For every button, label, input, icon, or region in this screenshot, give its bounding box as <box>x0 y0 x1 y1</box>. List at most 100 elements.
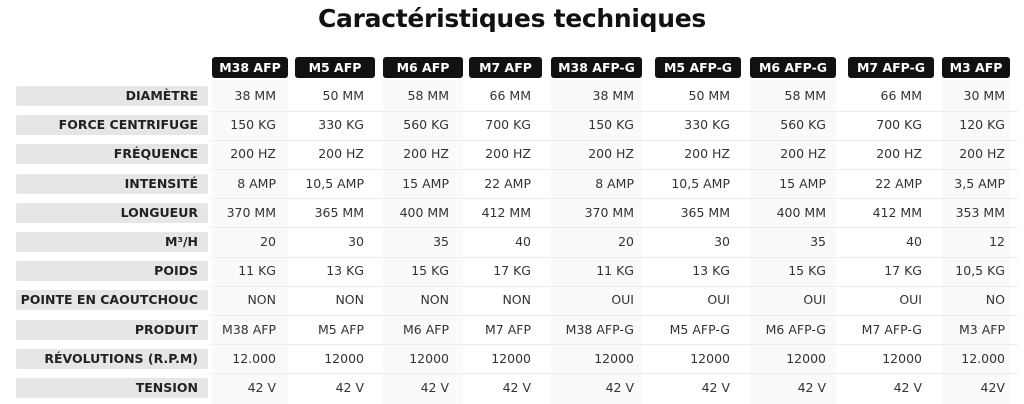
cell: 42 V <box>893 380 922 395</box>
cell: 700 KG <box>485 117 531 133</box>
cell: 30 MM <box>963 88 1005 103</box>
cell: 200 HZ <box>588 146 634 162</box>
column-header: M3 AFP <box>942 57 1010 78</box>
column-header: M7 AFP <box>469 57 542 78</box>
cell: 42 V <box>502 380 531 395</box>
column-header: M7 AFP-G <box>848 57 934 78</box>
row-label: POINTE EN CAOUTCHOUC <box>16 290 208 311</box>
cell: 50 MM <box>322 88 364 103</box>
cell: 40 <box>906 234 922 249</box>
cell: 50 MM <box>688 88 730 103</box>
cell: 42 V <box>701 380 730 395</box>
cell: 330 KG <box>684 117 730 133</box>
row-separator <box>210 285 1018 287</box>
cell: M7 AFP-G <box>861 321 922 337</box>
column-header: M38 AFP-G <box>551 57 642 78</box>
row-label: RÉVOLUTIONS (R.P.M) <box>16 348 208 369</box>
row-label: TENSION <box>16 378 208 398</box>
cell: 8 AMP <box>595 175 634 191</box>
cell: 11 KG <box>596 263 634 279</box>
column-header: M38 AFP <box>212 57 288 78</box>
cell: 12000 <box>882 350 922 366</box>
column-header: M5 AFP-G <box>655 57 741 78</box>
cell: 20 <box>260 234 276 249</box>
row-label: INTENSITÉ <box>16 173 208 194</box>
column-shade <box>942 80 1010 404</box>
cell: NO <box>985 292 1005 308</box>
cell: 15 KG <box>411 263 449 279</box>
cell: 22 AMP <box>875 175 922 191</box>
cell: 42 V <box>420 380 449 395</box>
row-separator <box>210 110 1018 112</box>
cell: 365 MM <box>314 204 364 220</box>
cell: 400 MM <box>399 204 449 220</box>
cell: 10,5 AMP <box>305 175 364 191</box>
row-label: DIAMÈTRE <box>16 86 208 106</box>
cell: M5 AFP-G <box>669 321 730 337</box>
row-label: LONGUEUR <box>16 202 208 223</box>
cell: 22 AMP <box>484 175 531 191</box>
row-label: POIDS <box>16 261 208 282</box>
cell: 365 MM <box>680 204 730 220</box>
cell: 12.000 <box>232 350 276 366</box>
cell: 200 HZ <box>403 146 449 162</box>
cell: 370 MM <box>584 204 634 220</box>
row-separator <box>210 256 1018 258</box>
cell: 17 KG <box>884 263 922 279</box>
cell: M38 AFP <box>222 321 276 337</box>
cell: 412 MM <box>872 204 922 220</box>
cell: 13 KG <box>326 263 364 279</box>
cell: OUI <box>803 292 826 308</box>
cell: M6 AFP <box>403 321 449 337</box>
cell: 20 <box>618 234 634 249</box>
cell: OUI <box>899 292 922 308</box>
cell: 200 HZ <box>876 146 922 162</box>
cell: 35 <box>433 234 449 249</box>
cell: 150 KG <box>230 117 276 133</box>
cell: 35 <box>810 234 826 249</box>
cell: 58 MM <box>407 88 449 103</box>
cell: 66 MM <box>489 88 531 103</box>
row-separator <box>210 315 1018 316</box>
cell: 38 MM <box>234 88 276 103</box>
cell: M38 AFP-G <box>565 321 634 337</box>
cell: 400 MM <box>776 204 826 220</box>
cell: 12 <box>989 234 1005 249</box>
cell: NON <box>502 292 531 308</box>
cell: 370 MM <box>226 204 276 220</box>
row-separator <box>210 373 1018 375</box>
cell: 353 MM <box>955 204 1005 220</box>
cell: 11 KG <box>238 263 276 279</box>
cell: 150 KG <box>588 117 634 133</box>
cell: 10,5 KG <box>955 263 1005 279</box>
column-shade <box>750 80 836 404</box>
cell: 42 V <box>247 380 276 395</box>
cell: 200 HZ <box>485 146 531 162</box>
cell: 8 AMP <box>237 175 276 191</box>
column-header: M5 AFP <box>295 57 375 78</box>
cell: 12000 <box>491 350 531 366</box>
title: Caractéristiques techniques <box>318 4 706 33</box>
row-separator <box>210 169 1018 170</box>
cell: 120 KG <box>959 117 1005 133</box>
cell: 15 KG <box>788 263 826 279</box>
row-label: PRODUIT <box>16 319 208 340</box>
row-separator <box>210 344 1018 346</box>
cell: NON <box>247 292 276 308</box>
cell: 12000 <box>324 350 364 366</box>
cell: 42V <box>980 380 1005 395</box>
cell: 42 V <box>605 380 634 395</box>
cell: 200 HZ <box>318 146 364 162</box>
cell: 30 <box>714 234 730 249</box>
cell: 560 KG <box>403 117 449 133</box>
cell: 200 HZ <box>780 146 826 162</box>
cell: 200 HZ <box>684 146 730 162</box>
cell: 38 MM <box>592 88 634 103</box>
column-header: M6 AFP <box>383 57 463 78</box>
cell: NON <box>335 292 364 308</box>
cell: 412 MM <box>481 204 531 220</box>
cell: 12000 <box>409 350 449 366</box>
cell: 42 V <box>797 380 826 395</box>
cell: 3,5 AMP <box>954 175 1005 191</box>
